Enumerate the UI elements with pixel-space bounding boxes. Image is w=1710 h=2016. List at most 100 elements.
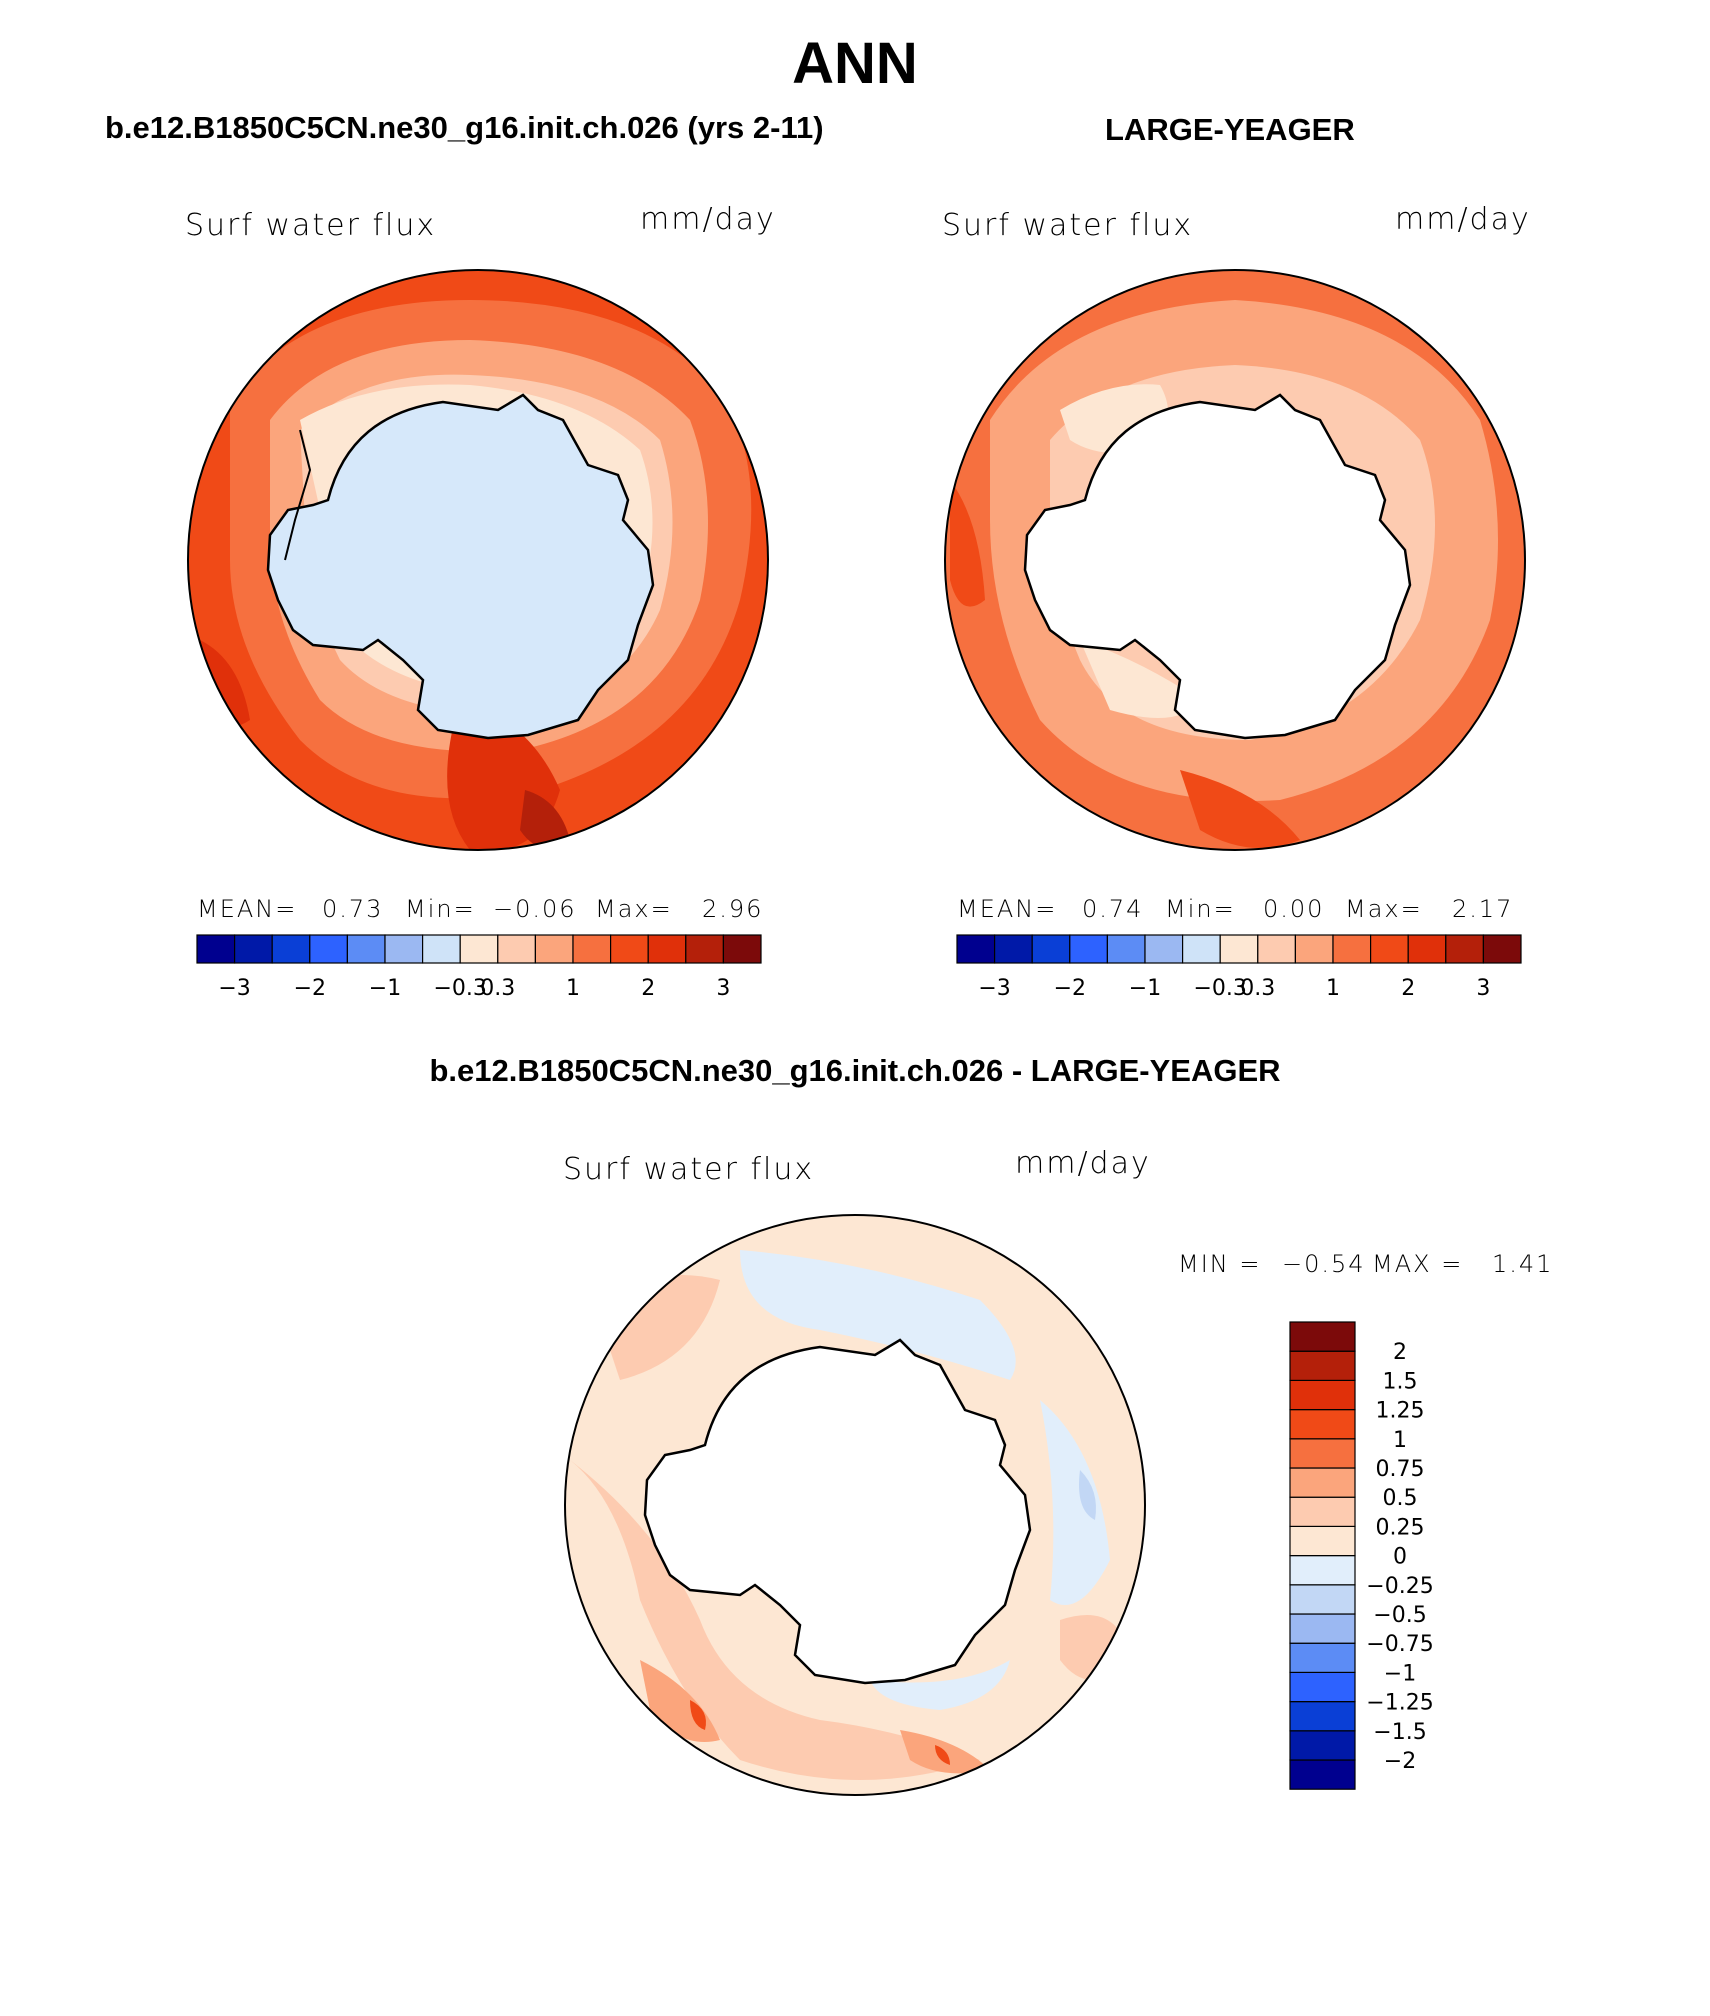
- colorbar-tick-label: 0.5: [1383, 1486, 1418, 1511]
- colorbar-tick-label: 1.25: [1376, 1399, 1425, 1424]
- colorbar-box: [1289, 1379, 1356, 1411]
- panel2-field-c4: [1180, 770, 1300, 848]
- colorbar-tick-label: 1: [1393, 1428, 1407, 1453]
- colorbar-box: [196, 934, 236, 964]
- colorbar-tick-label: −0.3: [1193, 976, 1246, 1001]
- colorbar-tick-label: −1: [369, 976, 401, 1001]
- colorbar-tick-label: −1: [1129, 976, 1161, 1001]
- colorbar-box: [1289, 1700, 1356, 1732]
- colorbar-box: [647, 934, 687, 964]
- colorbar-box: [1289, 1350, 1356, 1381]
- colorbar-box: [309, 934, 348, 964]
- colorbar-box: [1181, 934, 1221, 964]
- panel2-max-label: Max=: [1345, 895, 1423, 923]
- colorbar-tick-label: −1.5: [1373, 1720, 1426, 1745]
- colorbar-tick-label: 1.5: [1383, 1369, 1418, 1394]
- panel3-min-label: MIN =: [1178, 1250, 1262, 1278]
- colorbar-box: [534, 934, 574, 964]
- colorbar-box: [422, 934, 461, 964]
- colorbar-box: [1106, 934, 1146, 964]
- colorbar-tick-label: −3: [978, 976, 1010, 1001]
- colorbar-box: [609, 934, 649, 964]
- colorbar-box: [722, 934, 762, 964]
- colorbar-tick-label: 0.75: [1376, 1457, 1425, 1482]
- panel3-field-neg2: [1079, 1470, 1096, 1520]
- panel2-max-value: 2.17: [1452, 895, 1514, 923]
- colorbar-box: [346, 934, 386, 964]
- panel2-mean-label: MEAN=: [957, 895, 1058, 923]
- panel3-min-value: −0.54: [1282, 1250, 1366, 1278]
- colorbar-tick-label: −1: [1384, 1661, 1416, 1686]
- panel2-mean-value: 0.74: [1082, 895, 1144, 923]
- panel3-colorbar: 2 1.5 1.25 1 0.75 0.5 0.25 0 −0.25 −0.5 −0.75 −1 −1.…: [1289, 1321, 1434, 1790]
- colorbar-box: [1031, 934, 1071, 964]
- panel2-colorbar: −3 −2 −1 −0.30.3 1 2 3: [956, 934, 1522, 1001]
- panel1-map-border: [187, 269, 769, 851]
- panel2-units-label: mm/day: [1395, 202, 1531, 237]
- colorbar-tick-label: 3: [716, 976, 730, 1001]
- colorbar-tick-label: −0.3: [433, 976, 486, 1001]
- colorbar-box: [497, 934, 536, 964]
- colorbar-tick-label: 1: [1326, 976, 1340, 1001]
- colorbar-tick-label: 2: [1401, 976, 1415, 1001]
- colorbar-box: [1289, 1408, 1356, 1440]
- panel3-max-value: 1.41: [1492, 1250, 1554, 1278]
- colorbar-box: [572, 934, 612, 964]
- colorbar-box: [1289, 1642, 1356, 1673]
- colorbar-tick-label: −0.75: [1366, 1632, 1433, 1657]
- panel3-variable-label: Surf water flux: [563, 1152, 815, 1187]
- colorbar-box: [1332, 934, 1372, 964]
- colorbar-box: [1289, 1321, 1356, 1352]
- panel1-colorbar: −3 −2 −1 −0.30.3 1 2 3: [196, 934, 762, 1001]
- colorbar-box: [1069, 934, 1109, 964]
- colorbar-box: [1289, 1759, 1356, 1790]
- colorbar-box: [1144, 934, 1184, 964]
- panel3-max-label: MAX =: [1372, 1250, 1464, 1278]
- panel2-map-border: [944, 269, 1526, 851]
- colorbar-tick-label: 0.3: [1240, 976, 1275, 1001]
- colorbar-box: [1289, 1496, 1356, 1527]
- panel3-field-pos4: [690, 1700, 706, 1730]
- colorbar-tick-label: −2: [294, 976, 326, 1001]
- colorbar-tick-label: −0.5: [1373, 1603, 1426, 1628]
- colorbar-tick-label: 2: [641, 976, 655, 1001]
- panel1-units-label: mm/day: [640, 202, 776, 237]
- panel1-max-value: 2.96: [702, 895, 764, 923]
- colorbar-box: [993, 934, 1033, 964]
- panel3-units-label: mm/day: [1015, 1146, 1151, 1181]
- panel1-map: [188, 270, 768, 850]
- colorbar-box: [1289, 1584, 1356, 1615]
- colorbar-box: [1294, 934, 1334, 964]
- panel2-title: LARGE-YEAGER: [1105, 112, 1355, 147]
- panel1-mean-label: MEAN=: [197, 895, 298, 923]
- colorbar-tick-label: 0.25: [1376, 1515, 1425, 1540]
- colorbar-box: [234, 934, 273, 964]
- colorbar-box: [384, 934, 424, 964]
- panel2-min-value: 0.00: [1263, 895, 1325, 923]
- panel3-map: [565, 1215, 1145, 1795]
- colorbar-box: [271, 934, 311, 964]
- colorbar-box: [1289, 1730, 1356, 1761]
- colorbar-tick-label: −2: [1054, 976, 1086, 1001]
- colorbar-tick-label: −1.25: [1366, 1691, 1433, 1716]
- colorbar-tick-label: 0: [1393, 1545, 1407, 1570]
- panel3-map-border: [564, 1214, 1146, 1796]
- colorbar-box: [459, 934, 499, 964]
- colorbar-box: [1289, 1671, 1356, 1703]
- colorbar-tick-label: 3: [1476, 976, 1490, 1001]
- colorbar-box: [1407, 934, 1447, 964]
- panel2-map: [945, 270, 1525, 850]
- panel1-variable-label: Surf water flux: [185, 208, 437, 243]
- colorbar-tick-label: 2: [1393, 1340, 1407, 1365]
- panel2-min-label: Min=: [1165, 895, 1236, 923]
- panel2-variable-label: Surf water flux: [942, 208, 1194, 243]
- colorbar-tick-label: 1: [566, 976, 580, 1001]
- colorbar-tick-label: −3: [218, 976, 250, 1001]
- panel1-min-value: −0.06: [493, 895, 577, 923]
- panel3-field-neg1: [740, 1250, 1016, 1380]
- colorbar-tick-label: −2: [1384, 1749, 1416, 1774]
- page-title: ANN: [792, 31, 918, 96]
- panel1-field-c6: [520, 790, 570, 848]
- colorbar-box: [1289, 1613, 1356, 1644]
